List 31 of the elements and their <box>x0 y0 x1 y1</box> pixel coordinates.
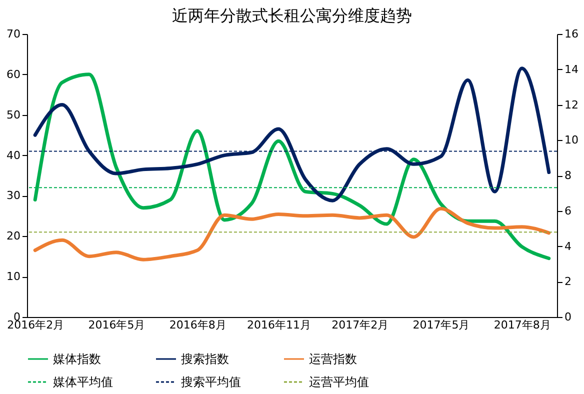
y2-tick-label: 14 <box>564 62 578 76</box>
legend-label: 运营指数 <box>309 352 357 366</box>
legend-label: 媒体指数 <box>53 352 101 366</box>
y-tick-label: 50 <box>6 108 20 122</box>
legend-label: 运营平均值 <box>309 375 369 389</box>
legend-label: 搜索平均值 <box>181 375 241 389</box>
y2-tick-label: 2 <box>564 275 572 288</box>
y-tick-label: 20 <box>6 230 20 243</box>
x-tick-label: 2016年5月 <box>88 318 146 332</box>
y-tick-label: 60 <box>6 68 20 81</box>
x-tick-label: 2016年2月 <box>7 318 64 332</box>
y2-tick-label: 4 <box>564 240 572 253</box>
y2-tick-label: 8 <box>564 169 572 182</box>
legend-label: 媒体平均值 <box>53 375 113 389</box>
y2-tick-label: 10 <box>564 134 578 147</box>
x-tick-label: 2017年8月 <box>494 318 551 332</box>
legend-label: 搜索指数 <box>181 352 229 366</box>
y2-tick-label: 0 <box>564 310 572 324</box>
y-tick-label: 70 <box>6 28 20 40</box>
y2-tick-label: 16 <box>564 28 578 40</box>
y-tick-label: 10 <box>6 270 20 284</box>
chart-title: 近两年分散式长租公寓分维度趋势 <box>172 6 412 25</box>
y-tick-label: 40 <box>6 148 20 162</box>
line-series <box>33 206 551 262</box>
y2-tick-label: 6 <box>564 204 572 218</box>
y-tick-label: 30 <box>6 189 20 202</box>
x-tick-label: 2017年2月 <box>332 318 389 332</box>
x-tick-label: 2016年8月 <box>169 318 226 332</box>
x-tick-label: 2017年5月 <box>412 318 470 332</box>
y2-tick-label: 12 <box>564 98 578 112</box>
x-tick-label: 2016年11月 <box>246 318 311 332</box>
